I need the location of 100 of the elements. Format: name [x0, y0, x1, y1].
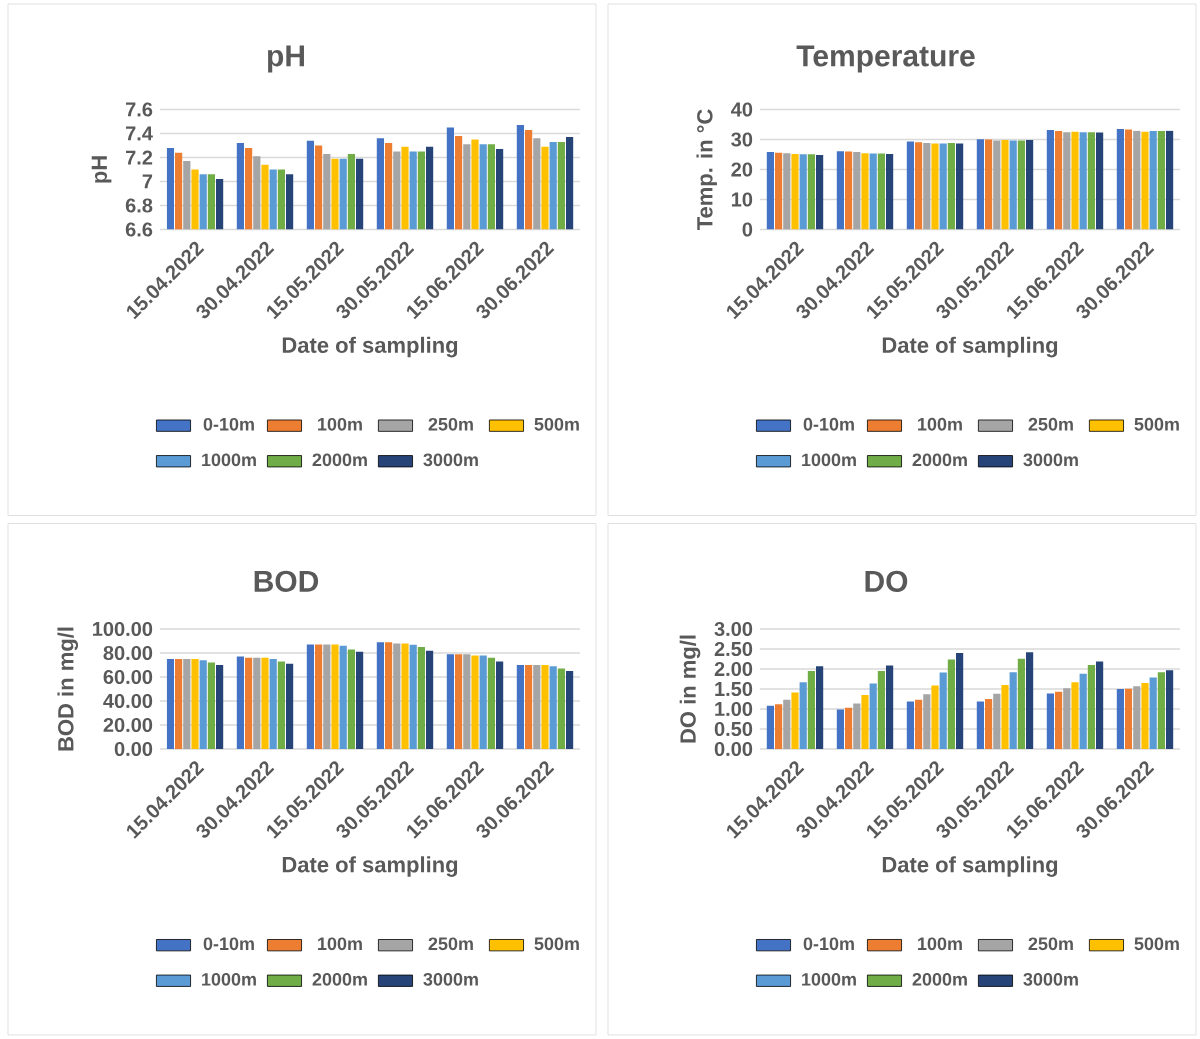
bar: [923, 694, 931, 749]
bar: [479, 655, 487, 749]
bar: [269, 658, 277, 749]
bar: [869, 683, 877, 749]
bar: [455, 654, 463, 749]
bar: [376, 642, 384, 749]
bar: [1054, 691, 1063, 749]
bar: [1165, 670, 1174, 749]
bar: [931, 685, 939, 749]
bar: [541, 664, 549, 749]
legend-label: 2000m: [912, 972, 967, 986]
bar: [1087, 132, 1095, 230]
legend-label: 500m: [534, 937, 579, 951]
legend-label: 100m: [318, 417, 362, 431]
legend-label: 250m: [428, 937, 473, 951]
x-axis-title: Date of sampling: [282, 856, 458, 877]
bar: [775, 704, 783, 749]
y-tick-label: 7.2: [125, 150, 153, 165]
bar: [976, 701, 984, 749]
bar: [207, 662, 215, 749]
chart-title: Temperature: [796, 45, 975, 73]
bar: [845, 151, 853, 230]
bar: [976, 139, 984, 230]
bar: [183, 658, 191, 749]
chart-title: BOD: [254, 570, 319, 592]
y-tick-label: 10: [731, 192, 753, 207]
bar: [799, 154, 807, 230]
bar: [766, 705, 774, 749]
bar: [877, 153, 885, 230]
y-axis-title: pH: [91, 156, 112, 183]
legend-label: 500m: [1134, 937, 1179, 951]
legend-label: 0-10m: [203, 417, 254, 431]
bar: [1141, 682, 1149, 749]
bar: [426, 650, 434, 749]
bar: [906, 141, 914, 230]
bar: [175, 658, 183, 749]
bar: [807, 670, 815, 749]
bar: [339, 645, 347, 749]
x-axis-title: Date of sampling: [882, 336, 1058, 358]
bar: [1133, 130, 1141, 230]
bar: [191, 658, 199, 749]
y-tick-label: 40: [731, 102, 753, 117]
y-tick-label: 20.00: [103, 717, 153, 733]
bar: [1046, 129, 1054, 230]
bar: [886, 153, 894, 230]
bar: [993, 140, 1001, 230]
bar: [1157, 672, 1165, 749]
bar: [236, 656, 244, 749]
legend-label: 1000m: [802, 453, 856, 467]
bar: [1096, 132, 1104, 230]
bar: [1009, 672, 1017, 749]
bar: [1087, 664, 1095, 749]
bar: [315, 644, 323, 749]
bar: [306, 644, 314, 749]
legend-label: 1000m: [202, 453, 256, 467]
bar: [1125, 129, 1133, 230]
bar: [417, 646, 425, 749]
bar: [549, 666, 557, 749]
bar: [915, 699, 923, 749]
bar: [807, 154, 815, 230]
bar: [216, 664, 224, 749]
bar: [277, 661, 286, 749]
bar: [1071, 682, 1079, 749]
bar: [286, 663, 294, 749]
bar: [1046, 693, 1054, 749]
y-axis-title: DO in mg/l: [679, 635, 701, 743]
bar: [799, 682, 807, 749]
bar: [1071, 131, 1079, 230]
bar: [524, 664, 533, 749]
bar: [253, 657, 261, 749]
y-tick-label: 6.8: [125, 198, 153, 213]
bar: [1079, 132, 1087, 230]
y-tick-label: 40.00: [103, 693, 153, 709]
y-tick-label: 80.00: [103, 645, 153, 661]
y-tick-label: 6.6: [125, 222, 153, 237]
bar: [939, 672, 947, 749]
bar: [1063, 688, 1071, 749]
bar: [956, 652, 964, 749]
bar: [985, 139, 993, 230]
x-axis-title: Date of sampling: [282, 336, 458, 358]
bar: [1017, 140, 1025, 230]
bar: [1149, 677, 1157, 749]
legend-label: 500m: [534, 417, 579, 431]
legend-label: 3000m: [1023, 972, 1078, 986]
y-tick-label: 30: [731, 132, 753, 147]
bar: [471, 655, 479, 749]
y-axis-title: BOD in mg/l: [57, 627, 79, 751]
bar: [931, 143, 939, 230]
x-axis-title: Date of sampling: [882, 856, 1058, 877]
legend-label: 1000m: [202, 972, 256, 986]
bar: [836, 709, 844, 749]
bar: [886, 665, 894, 749]
bar: [915, 142, 923, 230]
bar: [1001, 140, 1009, 230]
bar: [1157, 131, 1165, 230]
y-tick-label: 0.00: [714, 741, 753, 757]
legend-label: 1000m: [802, 972, 856, 986]
bar: [906, 701, 914, 749]
legend-label: 3000m: [1023, 453, 1078, 467]
legend-label: 500m: [1134, 417, 1179, 431]
